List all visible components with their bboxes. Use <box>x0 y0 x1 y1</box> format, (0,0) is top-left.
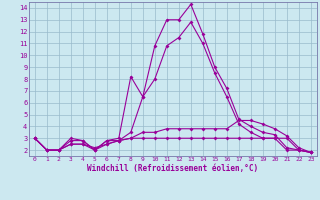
X-axis label: Windchill (Refroidissement éolien,°C): Windchill (Refroidissement éolien,°C) <box>87 164 258 173</box>
